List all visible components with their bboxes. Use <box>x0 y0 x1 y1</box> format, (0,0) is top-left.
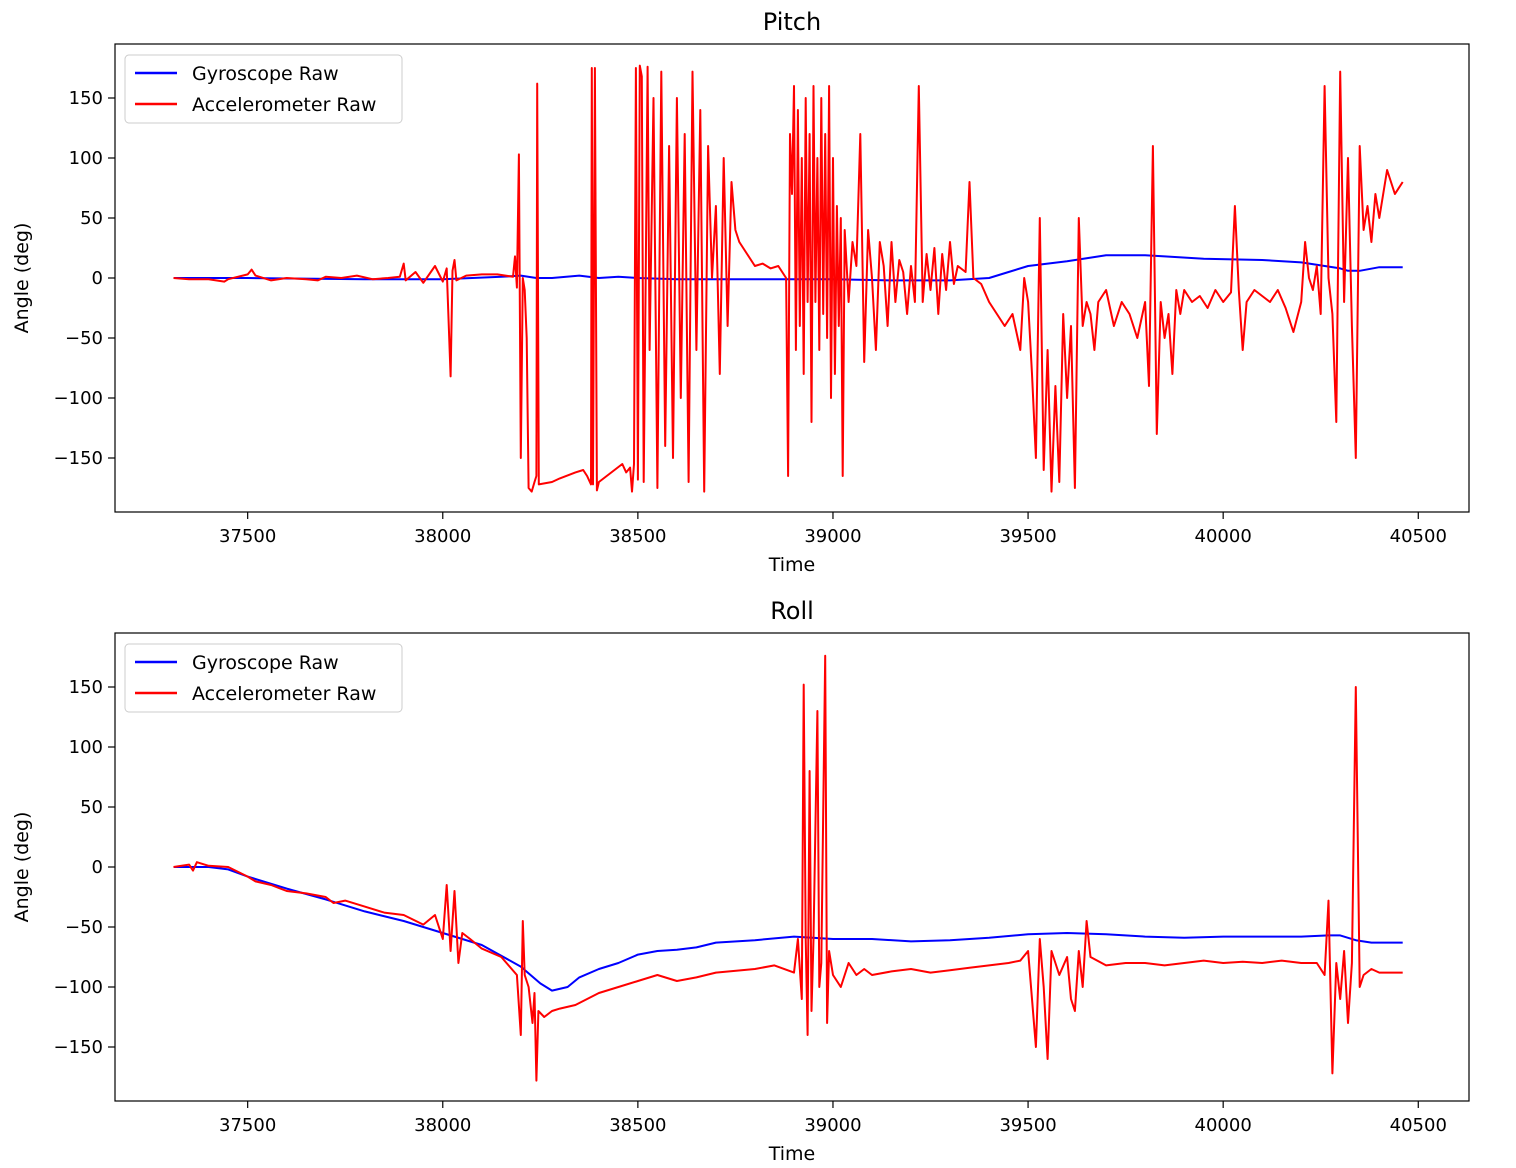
x-axis-label: Time <box>768 1143 816 1165</box>
y-tick-label: −100 <box>54 388 103 409</box>
series-line-gyroscope-raw <box>173 254 1403 282</box>
x-tick-label: 38000 <box>414 526 471 547</box>
y-axis-label: Angle (deg) <box>11 812 33 923</box>
y-tick-label: −150 <box>54 1037 103 1058</box>
x-axis-label: Time <box>768 554 816 576</box>
x-tick-label: 38500 <box>609 526 666 547</box>
legend-label: Gyroscope Raw <box>192 652 339 674</box>
legend-label: Accelerometer Raw <box>192 94 376 116</box>
y-tick-label: 50 <box>80 208 103 229</box>
legend-box <box>124 54 403 124</box>
y-tick-label: −150 <box>54 448 103 469</box>
legend-label: Accelerometer Raw <box>192 683 376 705</box>
y-tick-label: −50 <box>65 917 103 938</box>
series-line-gyroscope-raw <box>173 866 1403 992</box>
x-tick-label: 40500 <box>1390 526 1447 547</box>
x-tick-label: 39000 <box>804 526 861 547</box>
legend: Gyroscope Raw Accelerometer Raw <box>124 54 403 124</box>
x-tick-label: 37500 <box>219 526 276 547</box>
y-axis-label: Angle (deg) <box>11 223 33 334</box>
y-tick-label: 100 <box>69 148 103 169</box>
y-tick-label: 50 <box>80 797 103 818</box>
x-tick-label: 39500 <box>999 526 1056 547</box>
x-tick-label: 37500 <box>219 1115 276 1136</box>
y-tick-label: −100 <box>54 977 103 998</box>
x-tick-label: 38000 <box>414 1115 471 1136</box>
y-tick-label: 0 <box>92 857 103 878</box>
x-tick-label: 40000 <box>1195 526 1252 547</box>
chart-title: Roll <box>770 597 814 625</box>
y-tick-label: 0 <box>92 268 103 289</box>
roll-chart: Roll Time Angle (deg) 37500 38000 38500 390… <box>11 597 1470 1165</box>
x-tick-label: 39500 <box>999 1115 1056 1136</box>
x-tick-label: 39000 <box>804 1115 861 1136</box>
y-tick-label: 100 <box>69 737 103 758</box>
x-tick-label: 40500 <box>1390 1115 1447 1136</box>
legend-box <box>124 643 403 713</box>
pitch-chart: Pitch Time Angle (deg) 37500 38000 38500 39… <box>11 8 1470 576</box>
legend-label: Gyroscope Raw <box>192 63 339 85</box>
y-tick-label: −50 <box>65 328 103 349</box>
series-line-accelerometer-raw <box>173 64 1404 493</box>
plot-area <box>173 64 1404 493</box>
chart-title: Pitch <box>763 8 821 36</box>
legend: Gyroscope Raw Accelerometer Raw <box>124 643 403 713</box>
x-tick-label: 38500 <box>609 1115 666 1136</box>
plot-area <box>173 654 1403 1082</box>
y-tick-label: 150 <box>69 677 103 698</box>
y-tick-label: 150 <box>69 88 103 109</box>
series-line-accelerometer-raw <box>173 654 1403 1082</box>
x-tick-label: 40000 <box>1195 1115 1252 1136</box>
